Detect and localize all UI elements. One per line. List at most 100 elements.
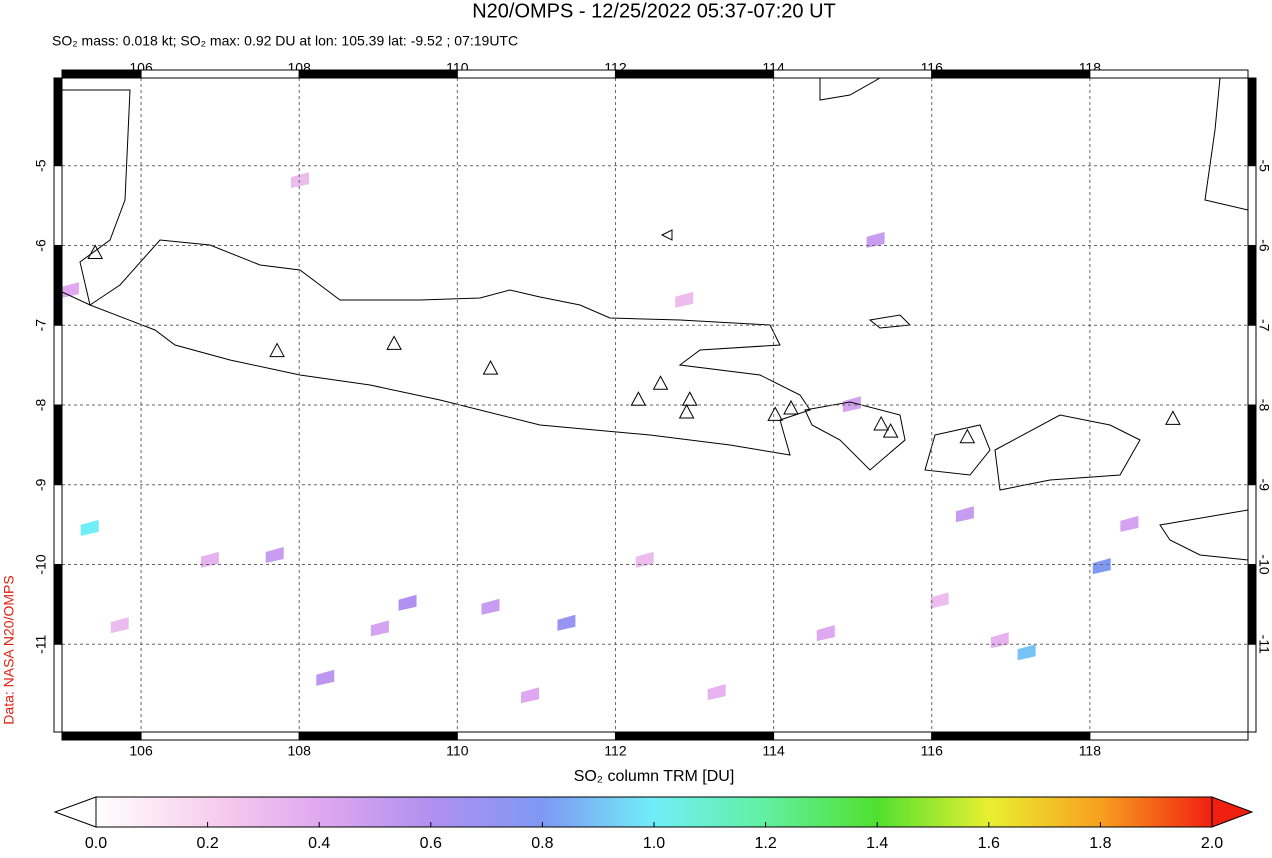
- frame-segment: [1247, 165, 1257, 246]
- y-tick-label: -10: [1256, 554, 1272, 574]
- so2-pixel: [110, 617, 129, 634]
- colorbar-tick-label: 0.4: [308, 835, 330, 852]
- frame-segment: [1247, 404, 1257, 486]
- map-frame: 1061061081081101101121121141141161161181…: [33, 60, 1272, 759]
- frame-segment: [53, 484, 63, 566]
- so2-pixel: [816, 625, 835, 642]
- x-tick-label: 114: [762, 743, 785, 759]
- volcano: [959, 428, 976, 444]
- so2-pixel: [265, 546, 284, 563]
- x-tick-label: 106: [129, 743, 153, 759]
- x-tick-label: 118: [1079, 743, 1102, 759]
- colorbar-tick-label: 0.6: [420, 835, 442, 852]
- volcano: [767, 406, 784, 421]
- frame-segment: [931, 731, 1091, 741]
- volcano: [87, 244, 104, 259]
- volcano: [783, 399, 799, 415]
- so2-pixel: [80, 519, 99, 536]
- colorbar-tick-label: 0.8: [531, 835, 553, 852]
- so2-pixel: [707, 684, 726, 701]
- y-tick-label: -6: [1256, 239, 1272, 252]
- frame-segment: [140, 731, 300, 741]
- frame-segment: [1247, 324, 1257, 406]
- volcano: [873, 415, 889, 431]
- volcano: [269, 342, 285, 358]
- so2-pixel: [842, 396, 861, 413]
- so2-pixel: [955, 506, 974, 523]
- volcano: [1165, 410, 1181, 425]
- frame-segment: [53, 165, 63, 246]
- so2-pixel: [481, 598, 500, 615]
- so2-pixel: [635, 551, 654, 568]
- frame-segment: [53, 564, 63, 645]
- frame-segment: [1247, 77, 1257, 167]
- so2-pixel: [675, 291, 694, 308]
- colorbar-tick-label: 2.0: [1201, 835, 1223, 852]
- y-tick-label: -8: [1256, 399, 1272, 412]
- frame-segment: [53, 324, 63, 406]
- colorbar-tick-label: 1.2: [754, 835, 776, 852]
- coastlines: [62, 78, 1248, 561]
- frame-segment: [614, 69, 775, 79]
- volcano: [652, 375, 669, 390]
- y-tick-label: -10: [33, 554, 49, 574]
- so2-pixel: [557, 614, 576, 631]
- colorbar-tick-label: 0.0: [85, 835, 107, 852]
- frame-segment: [53, 244, 63, 326]
- y-tick-label: -7: [33, 319, 49, 332]
- frame-segment: [1089, 69, 1249, 79]
- frame-segment: [614, 731, 775, 741]
- colorbar-tick-label: 1.0: [643, 835, 665, 852]
- volcano: [386, 335, 402, 350]
- frame-segment: [1247, 484, 1257, 566]
- colorbar-under: [53, 796, 97, 828]
- colorbar-tick-label: 0.2: [196, 835, 218, 852]
- colorbar-over: [1211, 796, 1254, 828]
- map-border: [61, 77, 1249, 733]
- so2-pixel: [370, 620, 389, 637]
- so2-pixel: [290, 172, 309, 189]
- frame-segment: [456, 69, 616, 79]
- frame-segment: [773, 69, 933, 79]
- x-tick-label: 108: [288, 743, 312, 759]
- frame-segment: [53, 643, 63, 733]
- volcano: [681, 391, 698, 406]
- so2-pixel: [866, 231, 885, 248]
- volcano: [678, 403, 695, 419]
- colorbar-label: SO₂ column TRM [DU]: [574, 768, 735, 785]
- pixel-layer: [62, 172, 1139, 704]
- so2-pixel: [990, 632, 1009, 649]
- x-tick-label: 112: [604, 743, 627, 759]
- so2-pixel: [316, 669, 335, 686]
- y-tick-label: -5: [33, 159, 49, 172]
- frame-segment: [61, 69, 142, 79]
- x-tick-label: 110: [446, 743, 469, 759]
- y-tick-label: -7: [1256, 319, 1272, 332]
- frame-segment: [1089, 731, 1249, 741]
- frame-segment: [1247, 564, 1257, 645]
- subtitle: SO₂ mass: 0.018 kt; SO₂ max: 0.92 DU at …: [52, 33, 518, 49]
- volcano: [630, 391, 647, 406]
- so2-pixel: [398, 594, 417, 611]
- y-tick-label: -11: [1256, 635, 1272, 654]
- volcano: [882, 423, 899, 438]
- frame-segment: [456, 731, 616, 741]
- so2-pixel: [930, 592, 949, 609]
- colorbar-tick-label: 1.4: [866, 835, 888, 852]
- frame-segment: [140, 69, 300, 79]
- credit: Data: NASA N20/OMPS: [1, 575, 17, 724]
- y-tick-label: -9: [1256, 479, 1272, 492]
- y-tick-label: -9: [33, 478, 49, 491]
- so2-pixel: [521, 687, 540, 704]
- so2-pixel: [1017, 644, 1036, 661]
- frame-segment: [1247, 244, 1257, 326]
- y-tick-label: -11: [33, 634, 49, 653]
- so2-pixel: [1120, 515, 1139, 532]
- so2-pixel: [200, 551, 219, 568]
- volcano: [482, 360, 499, 375]
- frame-segment: [773, 731, 933, 741]
- frame-segment: [53, 77, 63, 167]
- chart-title: N20/OMPS - 12/25/2022 05:37-07:20 UT: [472, 0, 836, 22]
- frame-segment: [298, 731, 458, 741]
